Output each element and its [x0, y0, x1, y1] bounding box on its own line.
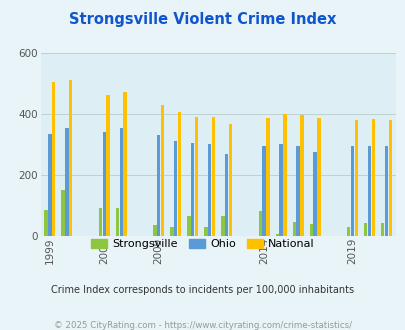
Bar — [367, 146, 370, 236]
Bar — [48, 134, 51, 236]
Bar — [388, 120, 391, 236]
Bar — [279, 145, 282, 236]
Bar — [350, 146, 353, 236]
Bar — [221, 216, 224, 236]
Bar — [282, 114, 286, 236]
Bar — [194, 117, 198, 236]
Bar — [106, 95, 109, 236]
Legend: Strongsville, Ohio, National: Strongsville, Ohio, National — [87, 234, 318, 253]
Bar — [380, 223, 384, 236]
Bar — [157, 135, 160, 236]
Bar — [207, 145, 211, 236]
Bar — [275, 234, 278, 236]
Bar — [123, 92, 126, 236]
Bar — [363, 223, 367, 236]
Bar — [296, 146, 299, 236]
Bar — [52, 82, 55, 236]
Bar — [346, 227, 350, 236]
Bar — [354, 120, 357, 236]
Bar — [228, 124, 232, 236]
Bar — [313, 152, 316, 236]
Bar — [174, 141, 177, 236]
Bar — [65, 128, 68, 236]
Bar — [204, 227, 207, 236]
Bar — [299, 115, 303, 236]
Bar — [292, 222, 295, 236]
Bar — [99, 209, 102, 236]
Bar — [177, 112, 181, 236]
Bar — [170, 227, 173, 236]
Bar — [211, 117, 215, 236]
Bar — [190, 143, 194, 236]
Bar — [258, 211, 262, 236]
Bar — [153, 225, 156, 236]
Bar — [115, 209, 119, 236]
Bar — [160, 105, 164, 236]
Bar — [309, 224, 312, 236]
Text: Crime Index corresponds to incidents per 100,000 inhabitants: Crime Index corresponds to incidents per… — [51, 285, 354, 295]
Text: Strongsville Violent Crime Index: Strongsville Violent Crime Index — [69, 12, 336, 26]
Bar — [224, 153, 228, 236]
Bar — [316, 118, 320, 236]
Bar — [61, 190, 65, 236]
Text: © 2025 CityRating.com - https://www.cityrating.com/crime-statistics/: © 2025 CityRating.com - https://www.city… — [54, 321, 351, 330]
Bar — [45, 210, 48, 236]
Bar — [119, 128, 123, 236]
Bar — [69, 80, 72, 236]
Bar — [371, 119, 374, 236]
Bar — [102, 132, 106, 236]
Bar — [266, 118, 269, 236]
Bar — [384, 146, 387, 236]
Bar — [187, 216, 190, 236]
Bar — [262, 146, 265, 236]
